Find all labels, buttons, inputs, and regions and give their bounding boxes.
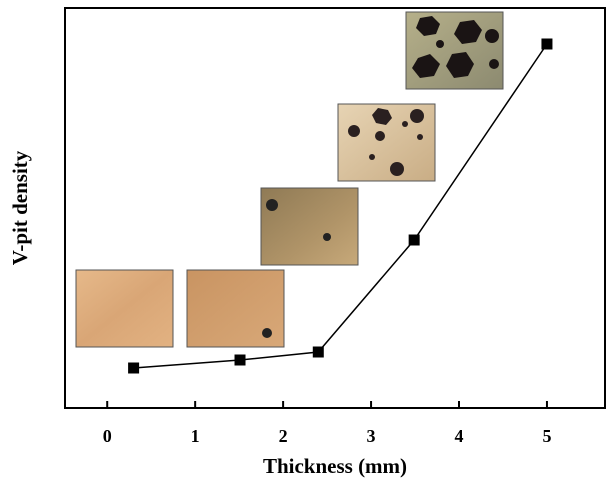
x-tick-label: 5 — [542, 426, 551, 446]
micrograph — [260, 187, 359, 266]
pit — [262, 328, 272, 338]
insets — [75, 11, 504, 348]
data-point — [541, 38, 553, 50]
x-tick-label: 0 — [103, 426, 112, 446]
pit — [266, 199, 278, 211]
x-tick-label: 2 — [279, 426, 288, 446]
data-point — [312, 346, 324, 358]
micrograph — [75, 269, 174, 348]
plot-frame — [64, 7, 606, 409]
pits — [348, 108, 424, 176]
pits — [412, 16, 499, 78]
x-tick-label: 3 — [367, 426, 376, 446]
data-point — [408, 234, 420, 246]
data-point — [128, 362, 140, 374]
x-tick-label: 4 — [455, 426, 464, 446]
pit — [323, 233, 331, 241]
data-point — [234, 354, 246, 366]
y-axis-label: V-pit density — [8, 150, 32, 265]
x-axis-label: Thickness (mm) — [263, 454, 407, 478]
x-tick-label: 1 — [191, 426, 200, 446]
